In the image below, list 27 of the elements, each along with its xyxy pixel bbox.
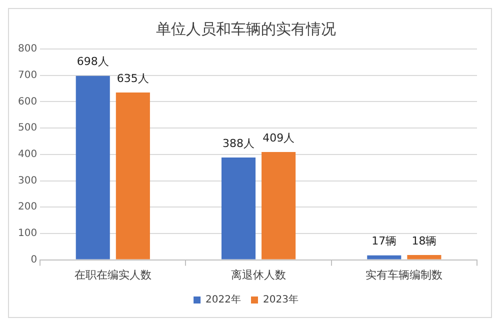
y-tick-label: 800 (18, 44, 38, 55)
y-tick-label: 500 (18, 122, 38, 134)
y-tick-label: 200 (18, 202, 38, 213)
bar (76, 76, 110, 260)
data-label: 698人 (76, 55, 109, 68)
x-tick-label: 实有车辆编制数 (366, 268, 443, 282)
bar (221, 158, 256, 260)
y-tick-label: 0 (30, 254, 38, 266)
x-tick-label: 在职在编实人数 (74, 268, 152, 282)
x-tick-label: 离退休人数 (231, 268, 286, 282)
data-label: 388人 (222, 136, 255, 150)
y-tick-label: 700 (18, 70, 38, 81)
legend-label: 2023年 (263, 294, 298, 306)
bar (407, 255, 442, 260)
data-label: 409人 (262, 131, 295, 144)
data-label: 18辆 (412, 234, 437, 248)
y-tick-label: 300 (18, 175, 38, 186)
data-label: 17辆 (372, 234, 397, 248)
legend-label: 2022年 (206, 294, 242, 306)
y-tick-label: 400 (18, 148, 38, 160)
y-tick-label: 600 (18, 96, 38, 108)
y-tick-label: 100 (18, 228, 38, 240)
bar (367, 255, 402, 260)
chart-title: 单位人员和车辆的实有情况 (156, 20, 336, 38)
data-label: 635人 (116, 72, 149, 85)
bar (262, 152, 296, 260)
bar (116, 92, 150, 260)
